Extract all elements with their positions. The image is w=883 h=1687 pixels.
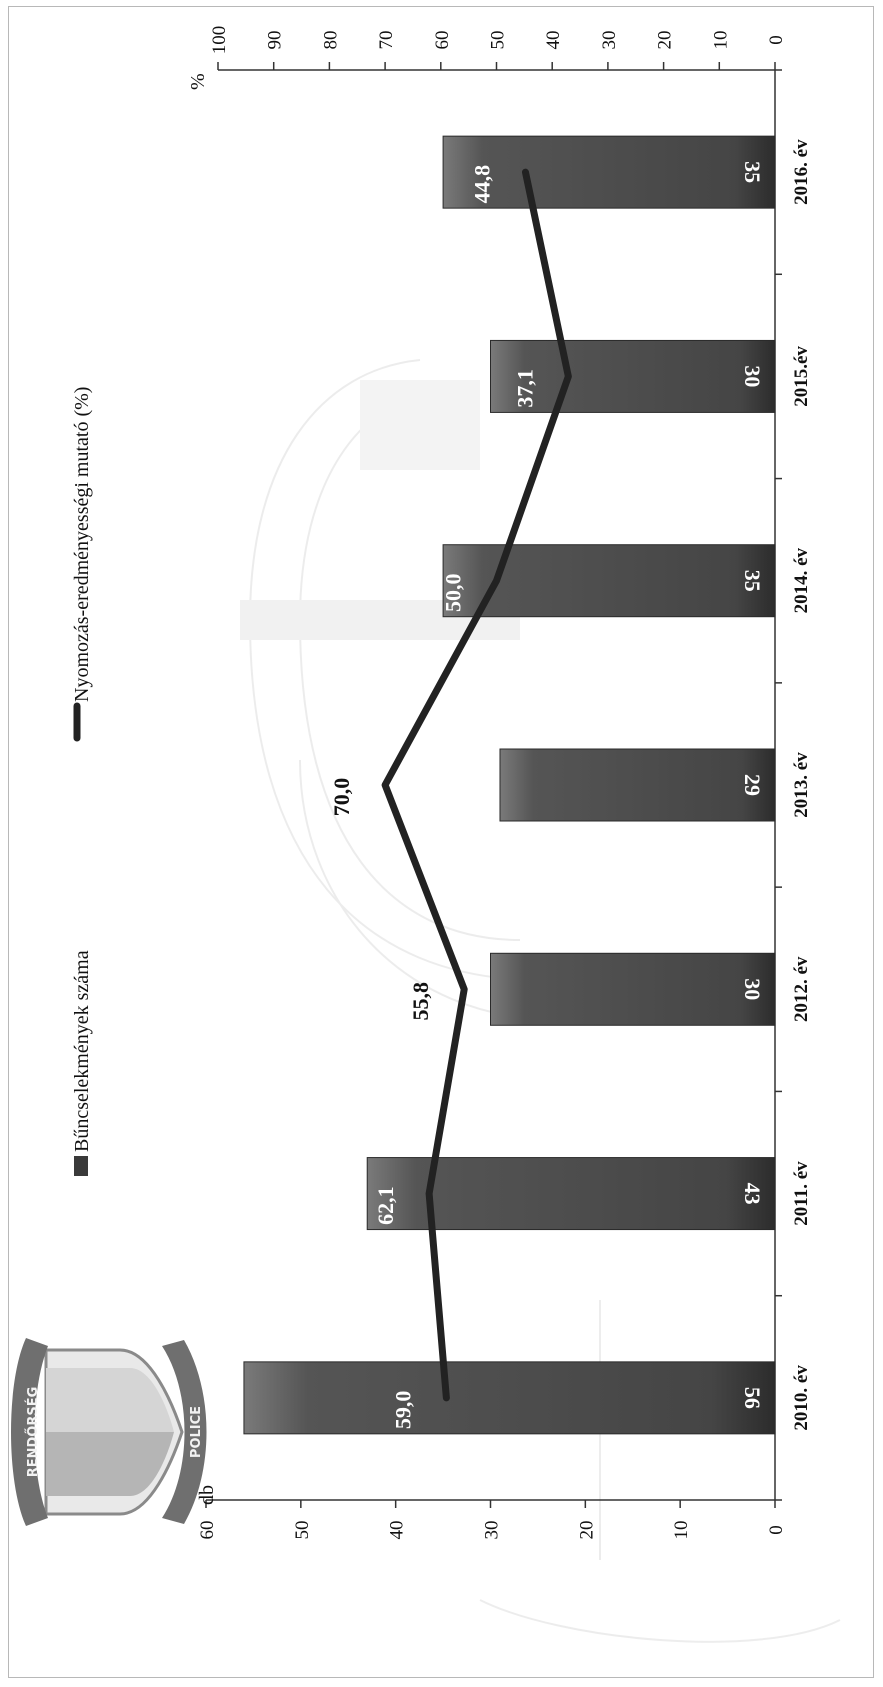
left-axis-tick-label: 20 — [576, 1521, 597, 1540]
police-badge-logo: RENDŐRSÉG POLICE — [11, 1338, 207, 1526]
bar-value-label: 35 — [740, 570, 765, 592]
line-series — [381, 168, 572, 1402]
right-axis-tick-label: 60 — [432, 31, 453, 50]
line-value-label: 44,8 — [469, 165, 494, 204]
bar — [499, 748, 776, 822]
line-value-label: 37,1 — [512, 369, 537, 408]
bar-value-label: 35 — [740, 161, 765, 183]
chart-frame — [8, 6, 874, 1678]
right-axis-tick-label: 50 — [488, 31, 509, 50]
bar-value-label: 30 — [740, 365, 765, 387]
bar — [243, 1361, 776, 1435]
logo-text-top: RENDŐRSÉG — [25, 1387, 41, 1478]
category-label: 2015.év — [791, 346, 812, 407]
right-axis-tick-label: 0 — [766, 35, 787, 45]
left-axis-tick-label: 30 — [482, 1521, 503, 1540]
bar — [490, 339, 776, 413]
category-label: 2012. év — [791, 956, 812, 1022]
watermark-building — [240, 359, 841, 1643]
line-value-label: 50,0 — [441, 573, 466, 612]
bar — [366, 1157, 776, 1231]
line-value-label: 62,1 — [373, 1186, 398, 1225]
bar-value-label: 29 — [740, 774, 765, 796]
legend-swatch-bars — [74, 1156, 88, 1176]
line-value-label: 55,8 — [408, 982, 433, 1021]
bar-value-label: 56 — [740, 1387, 765, 1409]
left-axis-unit: db — [196, 1485, 218, 1505]
right-axis-tick-label: 40 — [543, 31, 564, 50]
right-axis-tick-label: 20 — [655, 31, 676, 50]
legend: Bűncselekmények száma Nyomozás-eredménye… — [71, 387, 93, 1176]
right-axis-tick-label: 80 — [320, 31, 341, 50]
left-axis-tick-label: 10 — [671, 1521, 692, 1540]
right-axis-tick-label: 90 — [265, 31, 286, 50]
bar — [442, 135, 776, 209]
bar-value-label: 43 — [740, 1183, 765, 1205]
legend-label-line: Nyomozás-eredményességi mutató (%) — [71, 387, 93, 702]
line-value-label: 59,0 — [390, 1391, 415, 1430]
right-axis-tick-label: 30 — [599, 31, 620, 50]
right-axis-unit: % — [187, 73, 209, 90]
left-axis-tick-label: 60 — [197, 1521, 218, 1540]
category-label: 2016. év — [791, 139, 812, 205]
left-axis-tick-label: 0 — [766, 1525, 787, 1535]
category-label: 2013. év — [791, 752, 812, 818]
bar — [490, 952, 776, 1026]
category-label: 2011. év — [791, 1161, 812, 1226]
line-value-label: 70,0 — [329, 778, 354, 817]
right-axis-tick-label: 10 — [710, 31, 731, 50]
category-label: 2014. év — [791, 547, 812, 613]
right-axis-tick-label: 70 — [376, 31, 397, 50]
category-label: 2010. év — [791, 1365, 812, 1431]
left-axis-tick-label: 40 — [387, 1521, 408, 1540]
logo-text-bottom: POLICE — [189, 1406, 204, 1458]
bar-value-label: 30 — [740, 978, 765, 1000]
legend-label-bars: Bűncselekmények száma — [71, 950, 93, 1152]
left-axis-tick-label: 50 — [292, 1521, 313, 1540]
right-axis-tick-label: 100 — [209, 26, 230, 55]
